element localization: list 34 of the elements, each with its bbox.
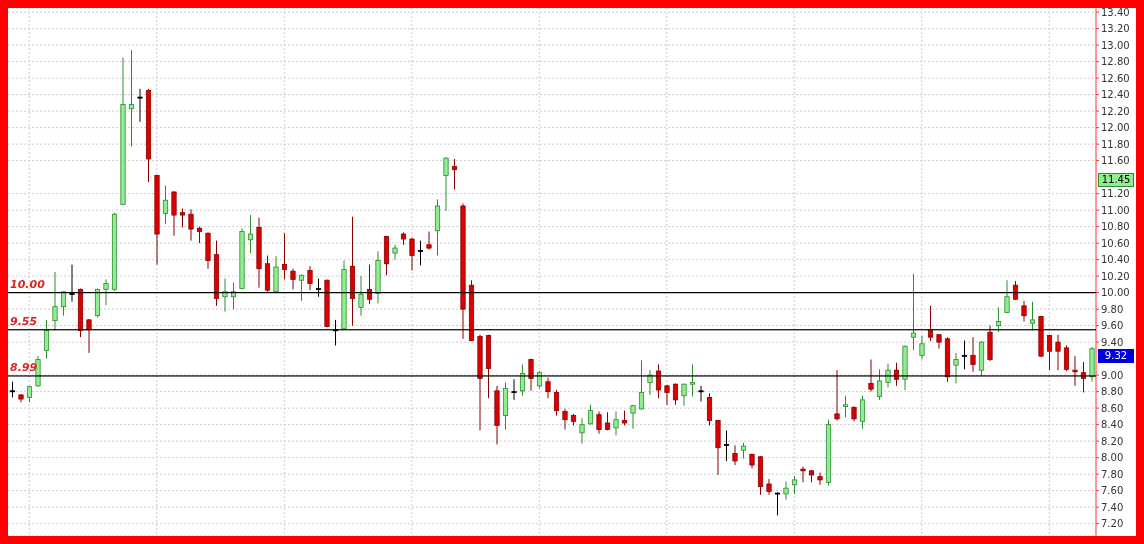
y-tick-label: 8.20 bbox=[1101, 435, 1124, 447]
y-tick-label: 13.40 bbox=[1101, 6, 1130, 18]
y-tick-label: 10.20 bbox=[1101, 270, 1130, 282]
y-tick-label: 12.60 bbox=[1101, 72, 1130, 84]
y-tick-label: 11.80 bbox=[1101, 138, 1130, 150]
y-tick-label: 9.80 bbox=[1101, 303, 1124, 315]
y-tick-label: 10.80 bbox=[1101, 221, 1130, 233]
y-tick-label: 12.80 bbox=[1101, 56, 1130, 68]
y-tick-label: 8.60 bbox=[1101, 402, 1124, 414]
y-tick-label: 12.40 bbox=[1101, 89, 1130, 101]
y-tick-label: 12.20 bbox=[1101, 105, 1130, 117]
y-tick-label: 11.20 bbox=[1101, 188, 1130, 200]
y-tick-label: 12.00 bbox=[1101, 122, 1130, 134]
ref-line-label: 10.00 bbox=[10, 277, 46, 291]
y-tick-label: 10.00 bbox=[1101, 287, 1130, 299]
y-tick-label: 9.40 bbox=[1101, 336, 1124, 348]
text: 11.45 bbox=[1098, 173, 1134, 187]
y-tick-label: 7.80 bbox=[1101, 468, 1124, 480]
y-tick-label: 10.40 bbox=[1101, 254, 1130, 266]
ref-line-label: 9.55 bbox=[10, 314, 38, 328]
y-tick-label: 11.00 bbox=[1101, 204, 1130, 216]
y-tick-label: 9.00 bbox=[1101, 369, 1124, 381]
y-tick-label: 13.00 bbox=[1101, 39, 1130, 51]
y-tick-label: 8.00 bbox=[1101, 452, 1124, 464]
y-tick-label: 7.40 bbox=[1101, 501, 1124, 513]
y-tick-label: 8.40 bbox=[1101, 419, 1124, 431]
text: 9.32 bbox=[1098, 348, 1134, 363]
y-tick-label: 9.60 bbox=[1101, 320, 1124, 332]
y-tick-label: 11.60 bbox=[1101, 155, 1130, 167]
y-tick-label: 10.60 bbox=[1101, 237, 1130, 249]
y-tick-label: 7.60 bbox=[1101, 485, 1124, 497]
y-tick-label: 13.20 bbox=[1101, 23, 1130, 35]
y-tick-label: 8.80 bbox=[1101, 386, 1124, 398]
y-tick-label: 7.20 bbox=[1101, 518, 1124, 530]
